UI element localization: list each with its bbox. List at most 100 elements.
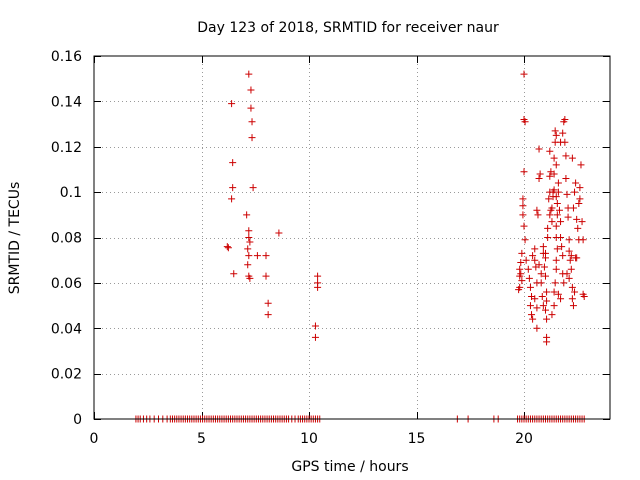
data-point [552,265,560,273]
data-point [243,211,251,219]
data-point [520,168,528,176]
y-tick-label: 0.02 [51,367,82,383]
data-point [262,272,270,280]
data-point [557,218,565,226]
data-point [253,252,261,260]
data-point [565,247,573,255]
data-point [531,256,539,264]
data-point [568,154,576,162]
data-point [246,274,254,282]
data-point [562,152,570,160]
data-point [569,302,577,310]
data-point [575,199,583,207]
data-point [554,290,562,298]
data-point [229,184,237,192]
data-point [540,263,548,271]
data-point [550,302,558,310]
data-point [571,288,579,296]
data-point [552,256,560,264]
data-point [230,270,238,278]
data-point [264,299,272,307]
data-point [314,283,322,291]
data-point [543,288,551,296]
data-point [550,170,558,178]
data-point [548,204,556,212]
data-point [576,184,584,192]
data-point [537,279,545,287]
data-point [565,274,573,282]
data-point [552,131,560,139]
data-point [542,272,549,280]
data-point [564,213,572,221]
data-point [537,270,545,278]
data-point [562,175,570,183]
data-point [560,279,568,287]
data-point [245,227,253,235]
x-tick-labels: 0 5 10 15 20 [90,431,533,447]
y-tick-label: 0.06 [51,276,82,292]
data-point [544,234,552,241]
data-point [563,190,571,198]
data-point [245,70,253,78]
data-point [533,206,541,214]
y-tick-labels: 0 0.02 0.04 0.06 0.08 0.1 0.12 0.14 0.16 [51,49,82,428]
data-point [548,311,556,319]
data-point [550,288,558,296]
x-tick-label: 5 [197,431,206,447]
chart-title: Day 123 of 2018, SRMTID for receiver nau… [197,20,499,36]
grid-lines [94,56,610,419]
data-point [543,338,551,346]
data-point [223,243,231,251]
data-point [572,179,580,187]
data-point [536,170,544,178]
data-point [538,292,546,300]
data-point [520,70,528,78]
data-point [311,322,319,330]
data-point [552,161,560,169]
data-point [535,261,543,269]
data-point [557,295,565,303]
data-point [516,265,524,273]
data-point [529,252,537,260]
data-point [244,261,252,269]
data-point [224,244,232,252]
data-point [520,222,528,230]
data-point [249,184,257,192]
data-point [553,211,561,219]
data-point [262,252,270,260]
data-point [568,295,576,303]
data-point [248,134,256,142]
data-point [264,311,272,319]
data-point [275,229,283,237]
data-point [561,116,569,124]
data-point [555,206,563,214]
data-point [248,118,256,126]
data-points [132,70,588,423]
data-point [525,274,533,282]
data-point [576,195,584,203]
data-point [521,236,529,244]
data-point [557,234,565,241]
data-point [518,277,526,285]
data-point [229,159,237,167]
data-point [578,218,586,226]
data-point [573,215,581,223]
data-point [522,256,530,264]
y-tick-label: 0 [73,412,82,428]
data-point [546,211,554,219]
axis-ticks [94,56,610,420]
data-point [550,186,558,194]
data-point [524,265,532,273]
x-tick-label: 10 [300,431,318,447]
data-point [566,256,574,264]
x-axis-label: GPS time / hours [291,459,408,475]
data-point [539,302,547,310]
data-point [518,249,526,257]
data-point [552,222,560,230]
y-tick-label: 0.1 [60,185,82,201]
data-point [521,118,529,126]
data-point [534,211,542,219]
data-point [544,224,552,232]
data-point [579,236,587,244]
